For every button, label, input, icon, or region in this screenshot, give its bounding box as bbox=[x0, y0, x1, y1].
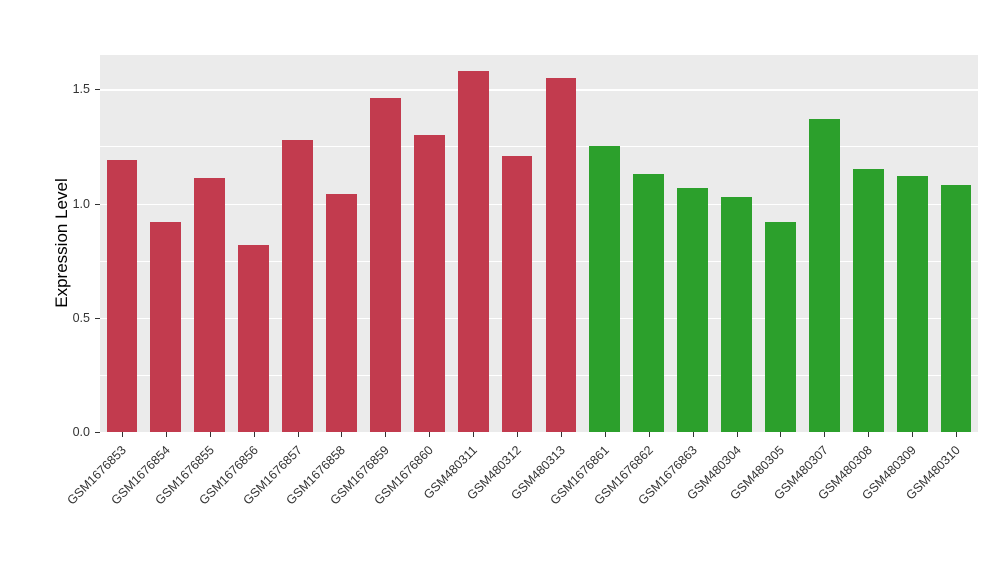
bar-GSM480312 bbox=[501, 155, 533, 432]
bar-GSM1676861 bbox=[589, 146, 621, 432]
x-tick-mark bbox=[209, 432, 211, 437]
x-tick-mark bbox=[824, 432, 826, 437]
gridline-minor bbox=[100, 146, 978, 148]
bar-GSM1676860 bbox=[413, 134, 445, 432]
bar-GSM1676855 bbox=[194, 178, 226, 432]
x-tick-mark bbox=[121, 432, 123, 437]
x-tick-mark bbox=[560, 432, 562, 437]
bar-GSM480308 bbox=[852, 169, 884, 432]
bar-GSM1676858 bbox=[326, 194, 357, 432]
x-tick-mark bbox=[517, 432, 519, 437]
x-tick-mark bbox=[736, 432, 738, 437]
y-tick-label: 1.0 bbox=[72, 196, 90, 211]
gridline-minor bbox=[100, 260, 978, 262]
bar-GSM480313 bbox=[545, 77, 577, 432]
bar-GSM1676857 bbox=[282, 139, 313, 432]
bar-GSM480311 bbox=[457, 70, 489, 432]
y-tick-mark bbox=[95, 432, 100, 433]
y-tick-mark bbox=[95, 89, 100, 91]
x-tick-mark bbox=[912, 432, 914, 437]
y-tick-label: 0.5 bbox=[72, 310, 90, 325]
x-tick-mark bbox=[604, 432, 606, 437]
x-tick-mark bbox=[956, 432, 958, 437]
x-tick-mark bbox=[868, 432, 870, 437]
gridline-major bbox=[100, 317, 978, 320]
bar-GSM480305 bbox=[765, 221, 796, 432]
x-tick-mark bbox=[297, 432, 299, 437]
y-tick-label: 1.5 bbox=[72, 82, 90, 97]
gridline-minor bbox=[100, 374, 978, 376]
plot-panel bbox=[100, 55, 978, 432]
gridline-major bbox=[100, 89, 978, 91]
x-tick-mark bbox=[165, 432, 167, 437]
bar-GSM1676853 bbox=[106, 160, 138, 432]
bar-GSM480309 bbox=[896, 176, 928, 432]
x-tick-mark bbox=[341, 432, 343, 437]
x-tick-mark bbox=[648, 432, 650, 437]
y-tick-mark bbox=[95, 203, 100, 205]
y-tick-label: 0.0 bbox=[72, 425, 90, 439]
bar-GSM480310 bbox=[940, 185, 972, 432]
bar-GSM480307 bbox=[808, 118, 840, 432]
x-tick-mark bbox=[780, 432, 782, 437]
x-tick-mark bbox=[473, 432, 475, 437]
bar-GSM1676862 bbox=[633, 173, 665, 432]
x-tick-mark bbox=[385, 432, 387, 437]
y-tick-mark bbox=[95, 317, 100, 319]
bar-GSM1676863 bbox=[677, 187, 708, 432]
bar-GSM1676859 bbox=[369, 98, 401, 432]
bar-GSM480304 bbox=[721, 196, 752, 432]
bar-GSM1676854 bbox=[150, 221, 182, 432]
bar-GSM1676856 bbox=[238, 244, 269, 432]
x-tick-mark bbox=[692, 432, 694, 437]
x-tick-mark bbox=[253, 432, 255, 437]
x-tick-mark bbox=[429, 432, 431, 437]
gridline-major bbox=[100, 203, 978, 205]
